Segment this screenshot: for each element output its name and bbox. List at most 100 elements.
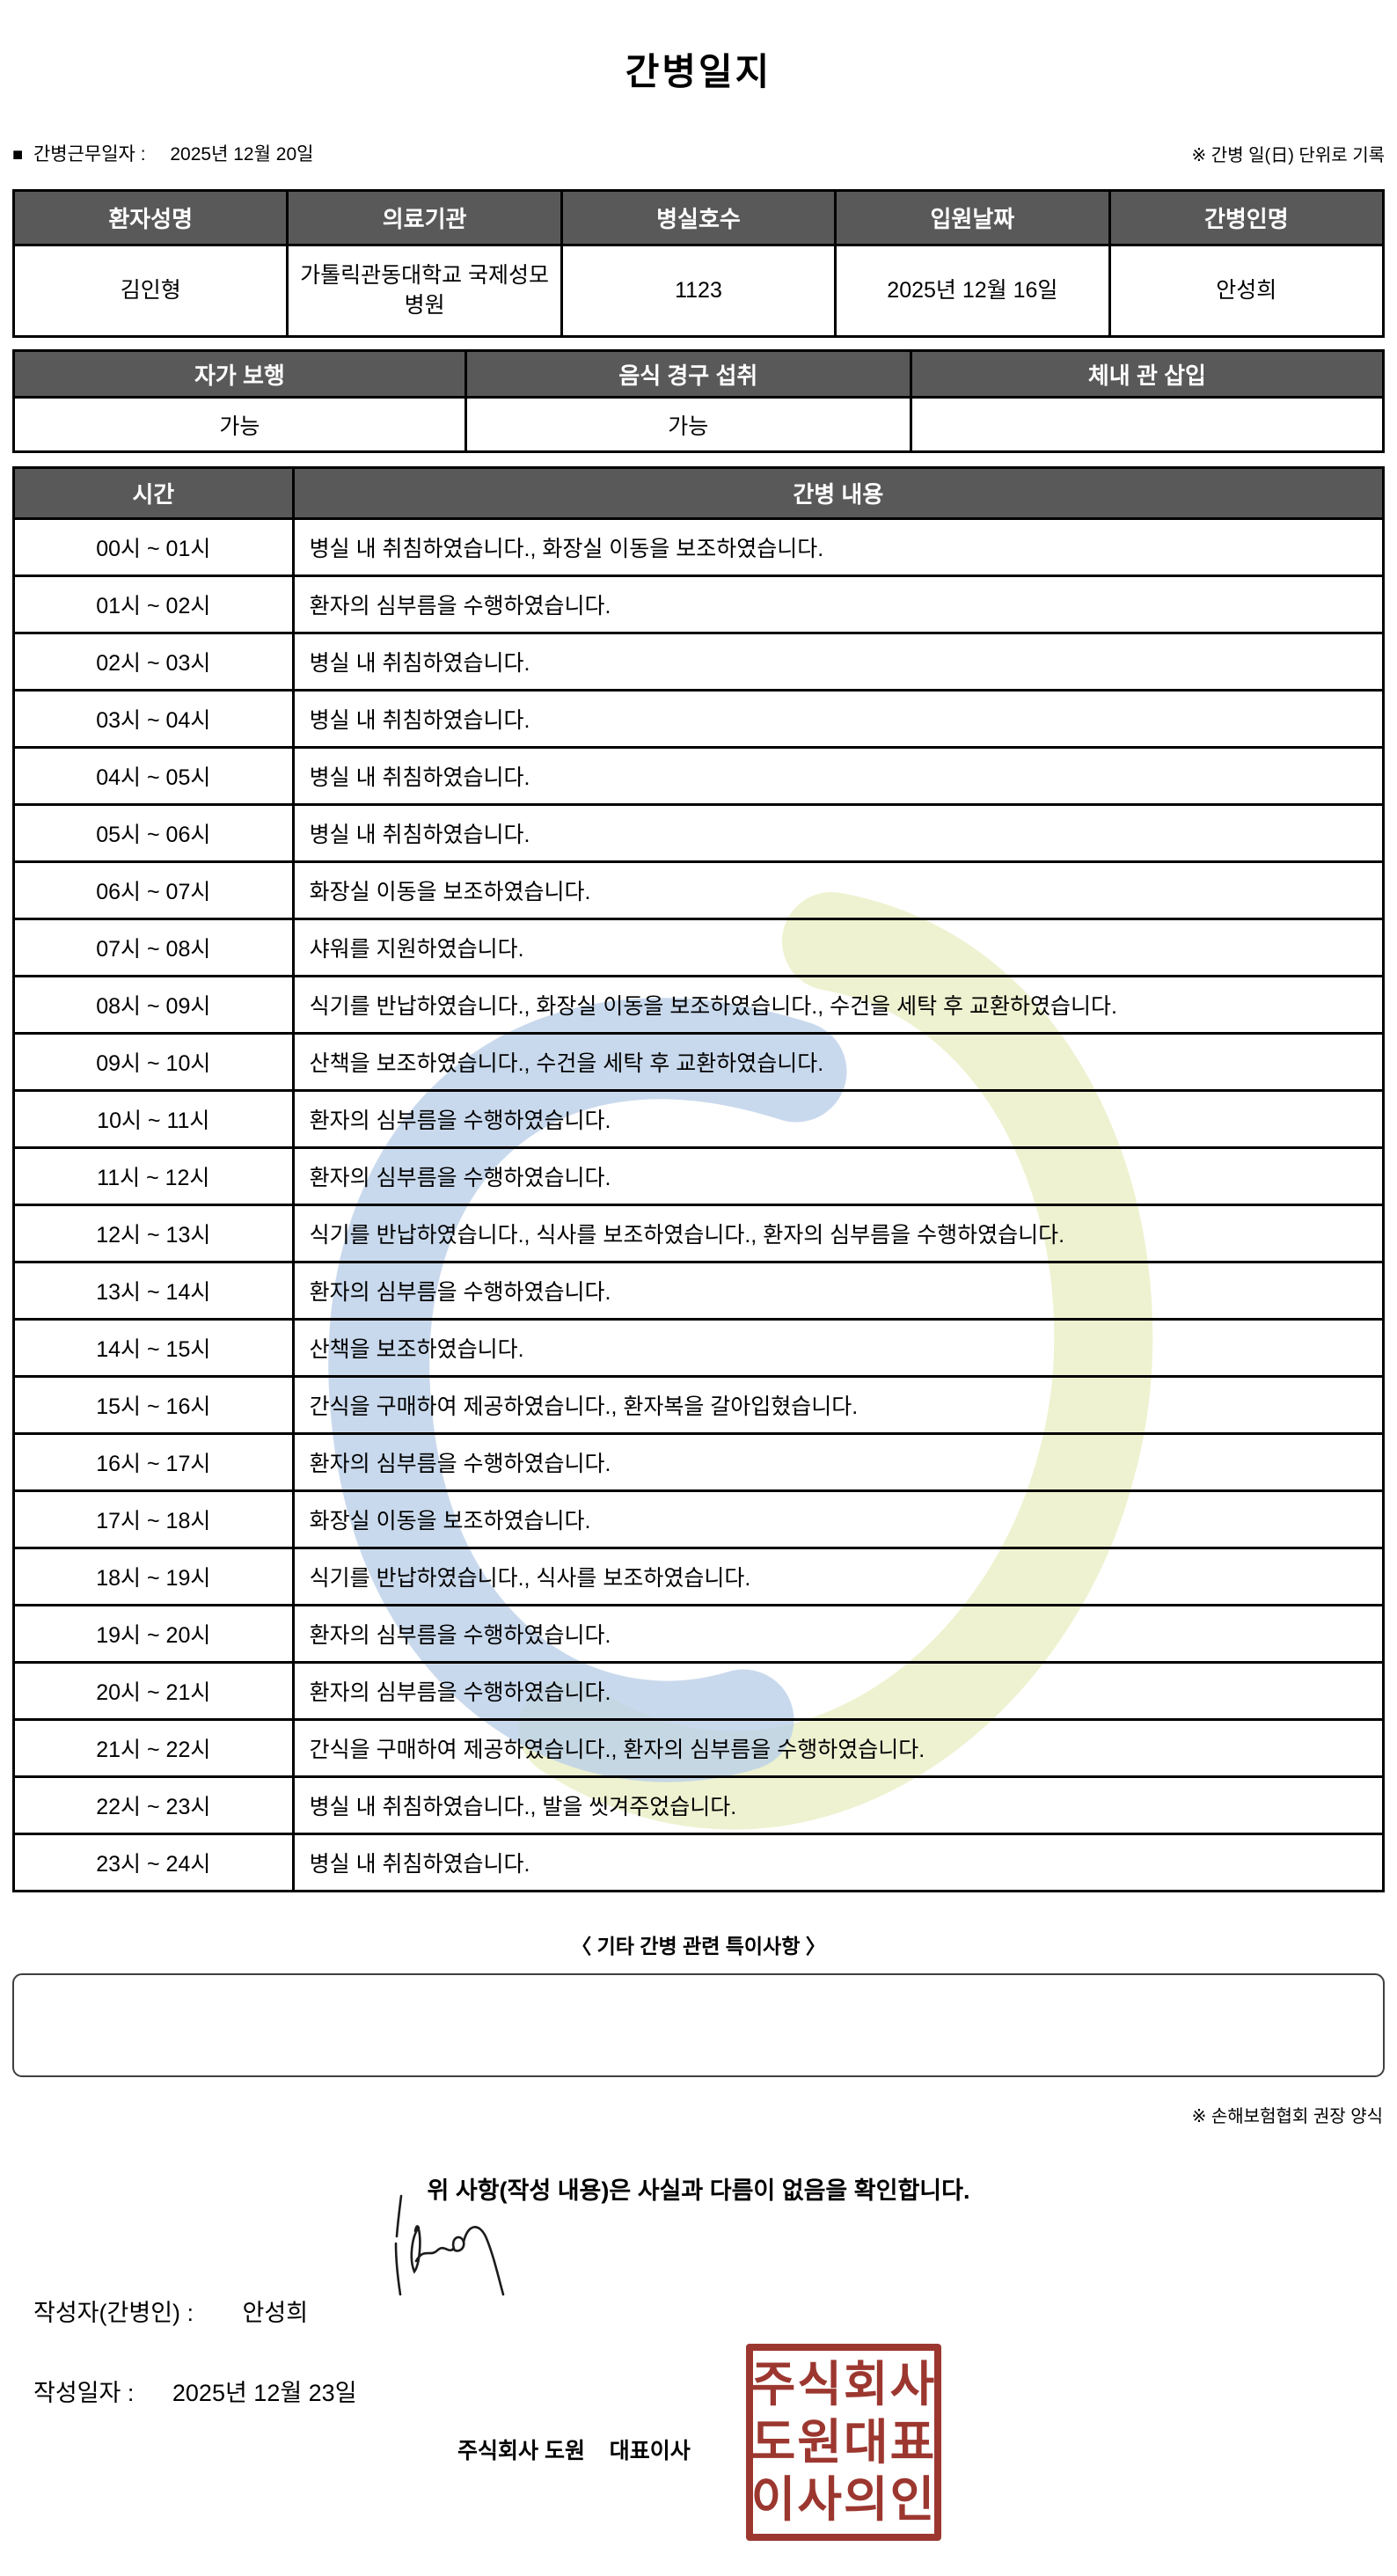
care-log-row: 03시 ~ 04시 병실 내 취침하였습니다. [12,689,1386,749]
patient-info-value-row: 김인형 가톨릭관동대학교 국제성모병원 1123 2025년 12월 16일 안… [11,244,1386,338]
patient-name-value: 김인형 [11,244,289,338]
care-log-row: 05시 ~ 06시 병실 내 취침하였습니다. [12,803,1386,863]
care-log-row: 09시 ~ 10시 산책을 보조하였습니다., 수건을 세탁 후 교환하였습니다. [12,1032,1386,1092]
care-content: 간식을 구매하여 제공하였습니다., 환자의 심부름을 수행하였습니다. [291,1718,1386,1778]
oral-intake-value: 가능 [464,396,912,453]
care-log-row: 13시 ~ 14시 환자의 심부름을 수행하였습니다. [12,1261,1386,1321]
care-content: 화장실 이동을 보조하였습니다. [291,1489,1386,1549]
time-range: 12시 ~ 13시 [12,1204,295,1263]
square-bullet-icon: ■ [12,145,24,165]
confirmation-statement: 위 사항(작성 내용)은 사실과 다름이 없음을 확인합니다. [427,2177,970,2204]
care-log-row: 07시 ~ 08시 샤워를 지원하였습니다. [12,918,1386,977]
status-value-row: 가능 가능 [12,396,1386,453]
care-content: 환자의 심부름을 수행하였습니다. [291,1604,1386,1664]
work-date-line: ■ 간병근무일자 : 2025년 12월 20일 [12,140,313,166]
patient-info-header-row: 환자성명 의료기관 병실호수 입원날짜 간병인명 [11,189,1386,246]
care-log-row: 04시 ~ 05시 병실 내 취침하였습니다. [12,746,1386,806]
care-content: 병실 내 취침하였습니다. [291,689,1386,749]
care-log-row: 14시 ~ 15시 산책을 보조하였습니다. [12,1318,1386,1378]
patient-info-table: 환자성명 의료기관 병실호수 입원날짜 간병인명 김인형 가톨릭관동대학교 국제… [11,189,1386,338]
corporate-seal-stamp: 주식회사 도원대표 이사의인 [746,2344,941,2541]
care-content: 환자의 심부름을 수행하였습니다. [291,1661,1386,1721]
col-header-tube-insertion: 체내 관 삽입 [909,349,1386,399]
care-log-row: 20시 ~ 21시 환자의 심부름을 수행하였습니다. [12,1661,1386,1721]
care-content: 환자의 심부름을 수행하였습니다. [291,1432,1386,1492]
special-notes-box [12,1973,1385,2077]
care-content: 식기를 반납하였습니다., 식사를 보조하였습니다. [291,1547,1386,1606]
tube-insertion-value [909,396,1386,453]
care-log-table: 시간 간병 내용 00시 ~ 01시 병실 내 취침하였습니다., 화장실 이동을… [12,466,1386,1892]
medical-institution-value: 가톨릭관동대학교 국제성모병원 [286,244,563,338]
col-header-time: 시간 [12,466,295,520]
care-content: 산책을 보조하였습니다. [291,1318,1386,1378]
page-title: 간병일지 [625,51,772,92]
seal-text-line: 주식회사 [750,2356,937,2411]
care-log-row: 08시 ~ 09시 식기를 반납하였습니다., 화장실 이동을 보조하였습니다.,… [12,975,1386,1035]
col-header-caregiver-name: 간병인명 [1108,189,1386,246]
care-content: 식기를 반납하였습니다., 화장실 이동을 보조하였습니다., 수건을 세탁 후… [291,975,1386,1035]
care-log-row: 00시 ~ 01시 병실 내 취침하였습니다., 화장실 이동을 보조하였습니다. [12,517,1386,577]
care-log-row: 21시 ~ 22시 간식을 구매하여 제공하였습니다., 환자의 심부름을 수행하… [12,1718,1386,1778]
care-content: 병실 내 취침하였습니다. [291,1833,1386,1892]
time-range: 00시 ~ 01시 [12,517,295,577]
time-range: 09시 ~ 10시 [12,1032,295,1092]
time-range: 22시 ~ 23시 [12,1775,295,1835]
written-date-label: 작성일자 : [33,2380,135,2406]
writer-label: 작성자(간병인) : [33,2300,194,2326]
seal-text-line: 이사의인 [750,2472,937,2528]
time-range: 01시 ~ 02시 [12,574,295,634]
patient-status-table: 자가 보행 음식 경구 섭취 체내 관 삽입 가능 가능 [12,349,1386,453]
work-date-label: 간병근무일자 : [33,144,146,165]
time-range: 02시 ~ 03시 [12,632,295,692]
care-log-row: 22시 ~ 23시 병실 내 취침하였습니다., 발을 씻겨주었습니다. [12,1775,1386,1835]
written-date-value: 2025년 12월 23일 [172,2380,357,2406]
care-content: 병실 내 취침하였습니다., 발을 씻겨주었습니다. [291,1775,1386,1835]
caregiver-signature [394,2194,505,2296]
special-notes-heading: 〈 기타 간병 관련 특이사항 〉 [571,1935,826,1958]
meta-row: ■ 간병근무일자 : 2025년 12월 20일 ※ 간병 일(日) 단위로 기… [12,140,1385,166]
col-header-patient-name: 환자성명 [11,189,289,246]
care-log-row: 15시 ~ 16시 간식을 구매하여 제공하였습니다., 환자복을 갈아입혔습니다… [12,1375,1386,1435]
care-log-header-row: 시간 간병 내용 [12,466,1386,520]
time-range: 16시 ~ 17시 [12,1432,295,1492]
care-content: 환자의 심부름을 수행하였습니다. [291,574,1386,634]
care-log-row: 10시 ~ 11시 환자의 심부름을 수행하였습니다. [12,1089,1386,1149]
caregiver-name-value: 안성희 [1108,244,1386,338]
daily-unit-note: ※ 간병 일(日) 단위로 기록 [1191,146,1385,165]
col-header-care-content: 간병 내용 [291,466,1386,520]
time-range: 20시 ~ 21시 [12,1661,295,1721]
care-content: 화장실 이동을 보조하였습니다. [291,860,1386,920]
admission-date-value: 2025년 12월 16일 [834,244,1111,338]
care-content: 병실 내 취침하였습니다. [291,803,1386,863]
company-ceo-line: 주식회사 도원 대표이사 [457,2439,691,2463]
time-range: 21시 ~ 22시 [12,1718,295,1778]
care-log-row: 01시 ~ 02시 환자의 심부름을 수행하였습니다. [12,574,1386,634]
time-range: 08시 ~ 09시 [12,975,295,1035]
writer-name: 안성희 [242,2300,309,2326]
time-range: 07시 ~ 08시 [12,918,295,977]
seal-text-line: 도원대표 [750,2414,937,2470]
care-content: 병실 내 취침하였습니다. [291,632,1386,692]
time-range: 15시 ~ 16시 [12,1375,295,1435]
care-content: 병실 내 취침하였습니다. [291,746,1386,806]
col-header-admission-date: 입원날짜 [834,189,1111,246]
col-header-self-walking: 자가 보행 [12,349,467,399]
care-log-row: 11시 ~ 12시 환자의 심부름을 수행하였습니다. [12,1146,1386,1206]
work-date-value: 2025년 12월 20일 [170,144,314,165]
written-date-line: 작성일자 : 2025년 12월 23일 [33,2374,1397,2408]
writer-line: 작성자(간병인) : 안성희 [33,2294,1397,2328]
care-content: 간식을 구매하여 제공하였습니다., 환자복을 갈아입혔습니다. [291,1375,1386,1435]
care-content: 환자의 심부름을 수행하였습니다. [291,1261,1386,1321]
care-log-row: 17시 ~ 18시 화장실 이동을 보조하였습니다. [12,1489,1386,1549]
care-content: 식기를 반납하였습니다., 식사를 보조하였습니다., 환자의 심부름을 수행하… [291,1204,1386,1263]
care-log-row: 12시 ~ 13시 식기를 반납하였습니다., 식사를 보조하였습니다., 환자의… [12,1204,1386,1263]
time-range: 23시 ~ 24시 [12,1833,295,1892]
care-log-row: 23시 ~ 24시 병실 내 취침하였습니다. [12,1833,1386,1892]
care-log-row: 16시 ~ 17시 환자의 심부름을 수행하였습니다. [12,1432,1386,1492]
time-range: 17시 ~ 18시 [12,1489,295,1549]
status-header-row: 자가 보행 음식 경구 섭취 체내 관 삽입 [12,349,1386,399]
time-range: 04시 ~ 05시 [12,746,295,806]
time-range: 14시 ~ 15시 [12,1318,295,1378]
care-content: 샤워를 지원하였습니다. [291,918,1386,977]
care-content: 산책을 보조하였습니다., 수건을 세탁 후 교환하였습니다. [291,1032,1386,1092]
